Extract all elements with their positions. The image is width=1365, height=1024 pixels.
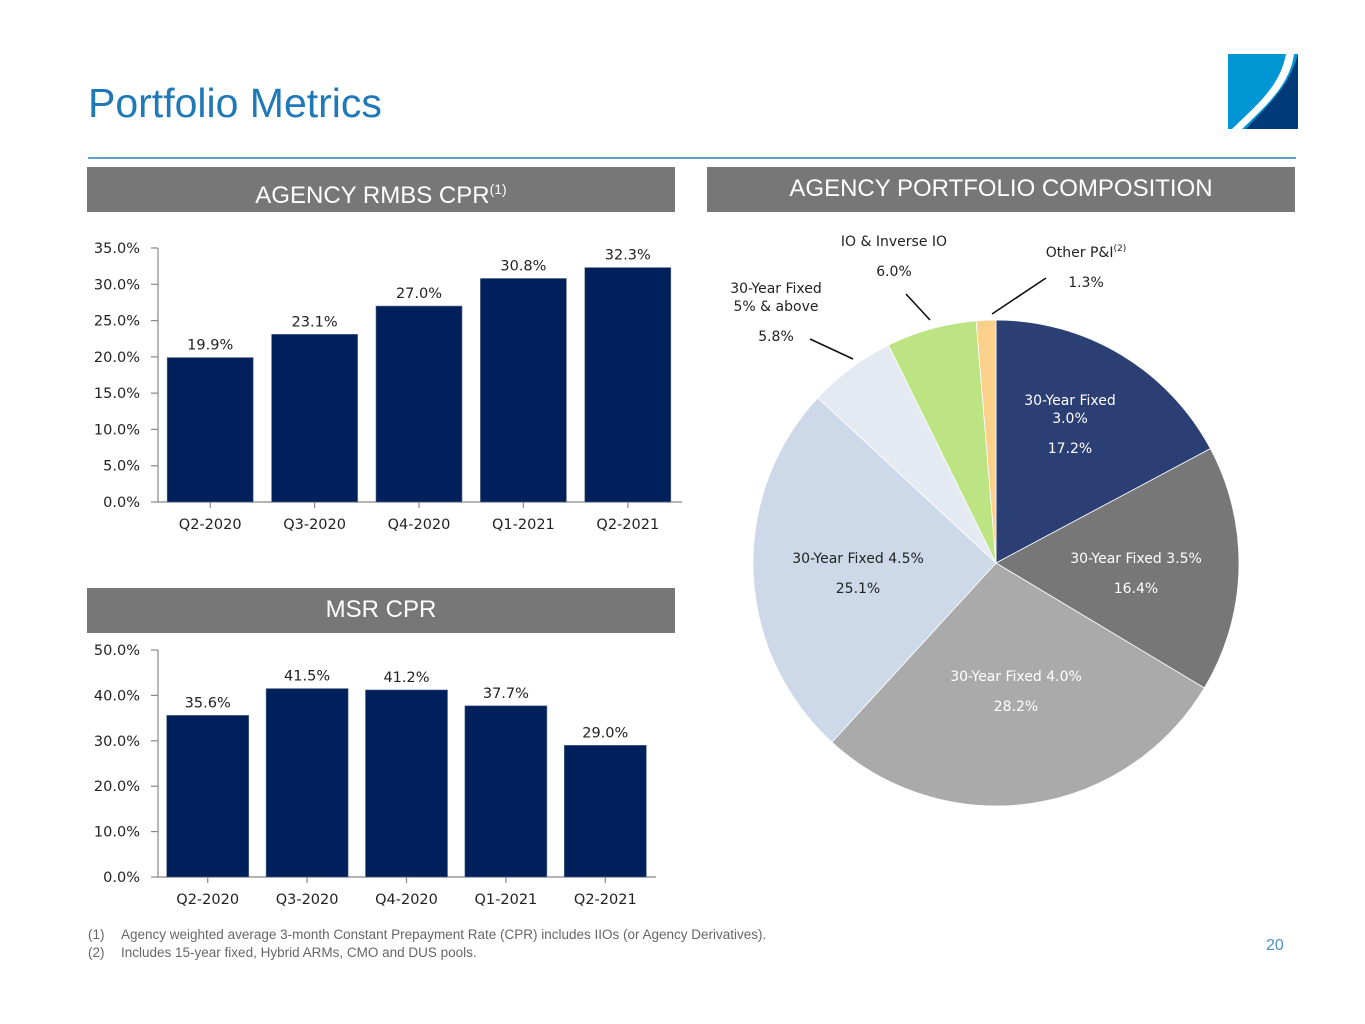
pie-slice-value: 28.2% [994,699,1038,715]
pie-leader-line [991,277,1047,315]
pie-leader-line [809,338,854,360]
bar-q2-2021 [563,745,647,878]
footnote-number: (1) [88,927,105,942]
bar-data-label: 29.0% [582,725,628,741]
pie-slice-value: 1.3% [1068,275,1104,291]
x-tick-label: Q1-2021 [492,517,555,533]
rmbs-cpr-footnote-ref: (1) [489,181,507,197]
y-tick-label: 0.0% [103,870,140,886]
pie-slice-other-p-i [975,319,997,564]
pie-label: 30-Year Fixed 5% & above 5.8% [730,281,822,345]
logo-swoosh [1232,54,1294,129]
pie-slice-name: 30-Year Fixed 4.0% [950,669,1082,685]
footnotes: (1) Agency weighted average 3-month Cons… [88,926,766,962]
bar-data-label: 30.8% [500,258,546,274]
bar-q2-2020 [166,715,249,878]
y-tick-label: 25.0% [94,314,140,330]
y-tick-label: 5.0% [103,459,140,475]
bar-data-label: 35.6% [185,695,231,711]
y-tick-label: 15.0% [94,386,140,402]
bar-data-label: 23.1% [292,314,338,330]
bar-data-label: 19.9% [187,338,233,354]
pie-leader-line [905,293,931,321]
pie-slice-name: 30-Year Fixed 3.5% [1070,551,1202,567]
bar-data-label: 32.3% [605,248,651,264]
pie-label: IO & Inverse IO 6.0% [841,234,947,280]
x-tick-label: Q3-2020 [276,892,339,908]
x-tick-label: Q1-2021 [475,892,538,908]
bar-q1-2021 [464,705,548,878]
company-logo [1228,54,1298,129]
msr-cpr-header-text: MSR CPR [325,596,437,623]
pie-slice-value: 16.4% [1114,581,1158,597]
bar-q4-2020 [375,305,463,503]
y-tick-label: 50.0% [94,643,140,659]
msr-cpr-header: MSR CPR [87,588,675,633]
bar-data-label: 41.5% [284,669,330,685]
pie-slice-name: 5% & above [734,299,819,315]
bar-q3-2020 [265,688,349,878]
pie-label: Other P&I(2) 1.3% [1046,244,1126,291]
page-title: Portfolio Metrics [88,80,382,126]
pie-slice-name: 30-Year Fixed [730,281,822,297]
pie-slice-name: 30-Year Fixed 4.5% [792,551,924,567]
pie-label: 30-Year Fixed 3.0% 17.2% [1024,393,1116,457]
bar-data-label: 37.7% [483,686,529,702]
footnote-text: Agency weighted average 3-month Constant… [121,927,767,942]
pie-slice-name: 3.0% [1052,411,1088,427]
y-tick-label: 20.0% [94,350,140,366]
pie-slice-value: 25.1% [836,581,880,597]
x-tick-label: Q2-2021 [596,517,659,533]
bar-q1-2021 [480,278,567,503]
x-tick-label: Q2-2020 [176,892,239,908]
y-tick-label: 0.0% [103,495,140,511]
footnote-1: (1) Agency weighted average 3-month Cons… [88,926,766,944]
pie-label: 30-Year Fixed 4.0% 28.2% [950,669,1082,715]
pie-label: 30-Year Fixed 3.5% 16.4% [1070,551,1202,597]
title-divider [88,157,1296,159]
x-tick-label: Q4-2020 [375,892,438,908]
pie-slice-30-year-fixed-4-5 [752,397,997,743]
bar-data-label: 41.2% [383,670,429,686]
y-tick-label: 40.0% [94,688,140,704]
pie-slice-footnote-ref: (2) [1113,244,1126,254]
pie-slice-value: 6.0% [876,264,912,280]
y-tick-label: 20.0% [94,779,140,795]
portfolio-composition-pie-chart: 30-Year Fixed 3.0% 17.2% 30-Year Fixed 3.5%… [730,234,1240,807]
bar-q2-2020 [166,357,254,503]
composition-header-text: AGENCY PORTFOLIO COMPOSITION [789,175,1213,202]
pie-slice-30-year-fixed-3-5 [995,448,1240,689]
bar-q4-2020 [365,689,448,878]
pie-label: 30-Year Fixed 4.5% 25.1% [792,551,924,597]
logo-dark-block [1246,54,1298,129]
footnote-number: (2) [88,945,105,960]
pie-slice-value: 17.2% [1048,441,1092,457]
pie-slice-name: 30-Year Fixed [1024,393,1116,409]
y-tick-label: 10.0% [94,422,140,438]
pie-slice-name: IO & Inverse IO [841,234,947,250]
footnote-text: Includes 15-year fixed, Hybrid ARMs, CMO… [121,945,477,960]
y-tick-label: 10.0% [94,825,140,841]
y-tick-label: 30.0% [94,277,140,293]
x-tick-label: Q3-2020 [283,517,346,533]
rmbs-cpr-header-text: AGENCY RMBS CPR [255,182,490,209]
page-number: 20 [1266,937,1284,954]
footnote-2: (2) Includes 15-year fixed, Hybrid ARMs,… [88,944,766,962]
pie-slice-name: Other P&I(2) [1046,244,1126,261]
pie-slice-30-year-fixed-3-0 [995,319,1211,564]
rmbs-cpr-bar-chart: 0.0% 5.0% 10.0% 15.0% 20.0% 25.0% 30.0% 35.0% 19… [94,241,682,533]
rmbs-cpr-header: AGENCY RMBS CPR(1) [87,167,675,212]
composition-header: AGENCY PORTFOLIO COMPOSITION [707,167,1295,212]
x-tick-label: Q2-2021 [574,892,637,908]
y-tick-label: 30.0% [94,734,140,750]
pie-slice-value: 5.8% [758,329,794,345]
msr-cpr-bar-chart: 0.0% 10.0% 20.0% 30.0% 40.0% 50.0% 35.6% Q2-202… [94,643,656,908]
bar-q3-2020 [271,334,358,503]
y-tick-label: 35.0% [94,241,140,257]
bar-q2-2021 [584,267,672,503]
bar-data-label: 27.0% [396,286,442,302]
x-tick-label: Q2-2020 [179,517,242,533]
x-tick-label: Q4-2020 [388,517,451,533]
pie-slice-30-year-fixed-4-0 [831,562,1205,807]
